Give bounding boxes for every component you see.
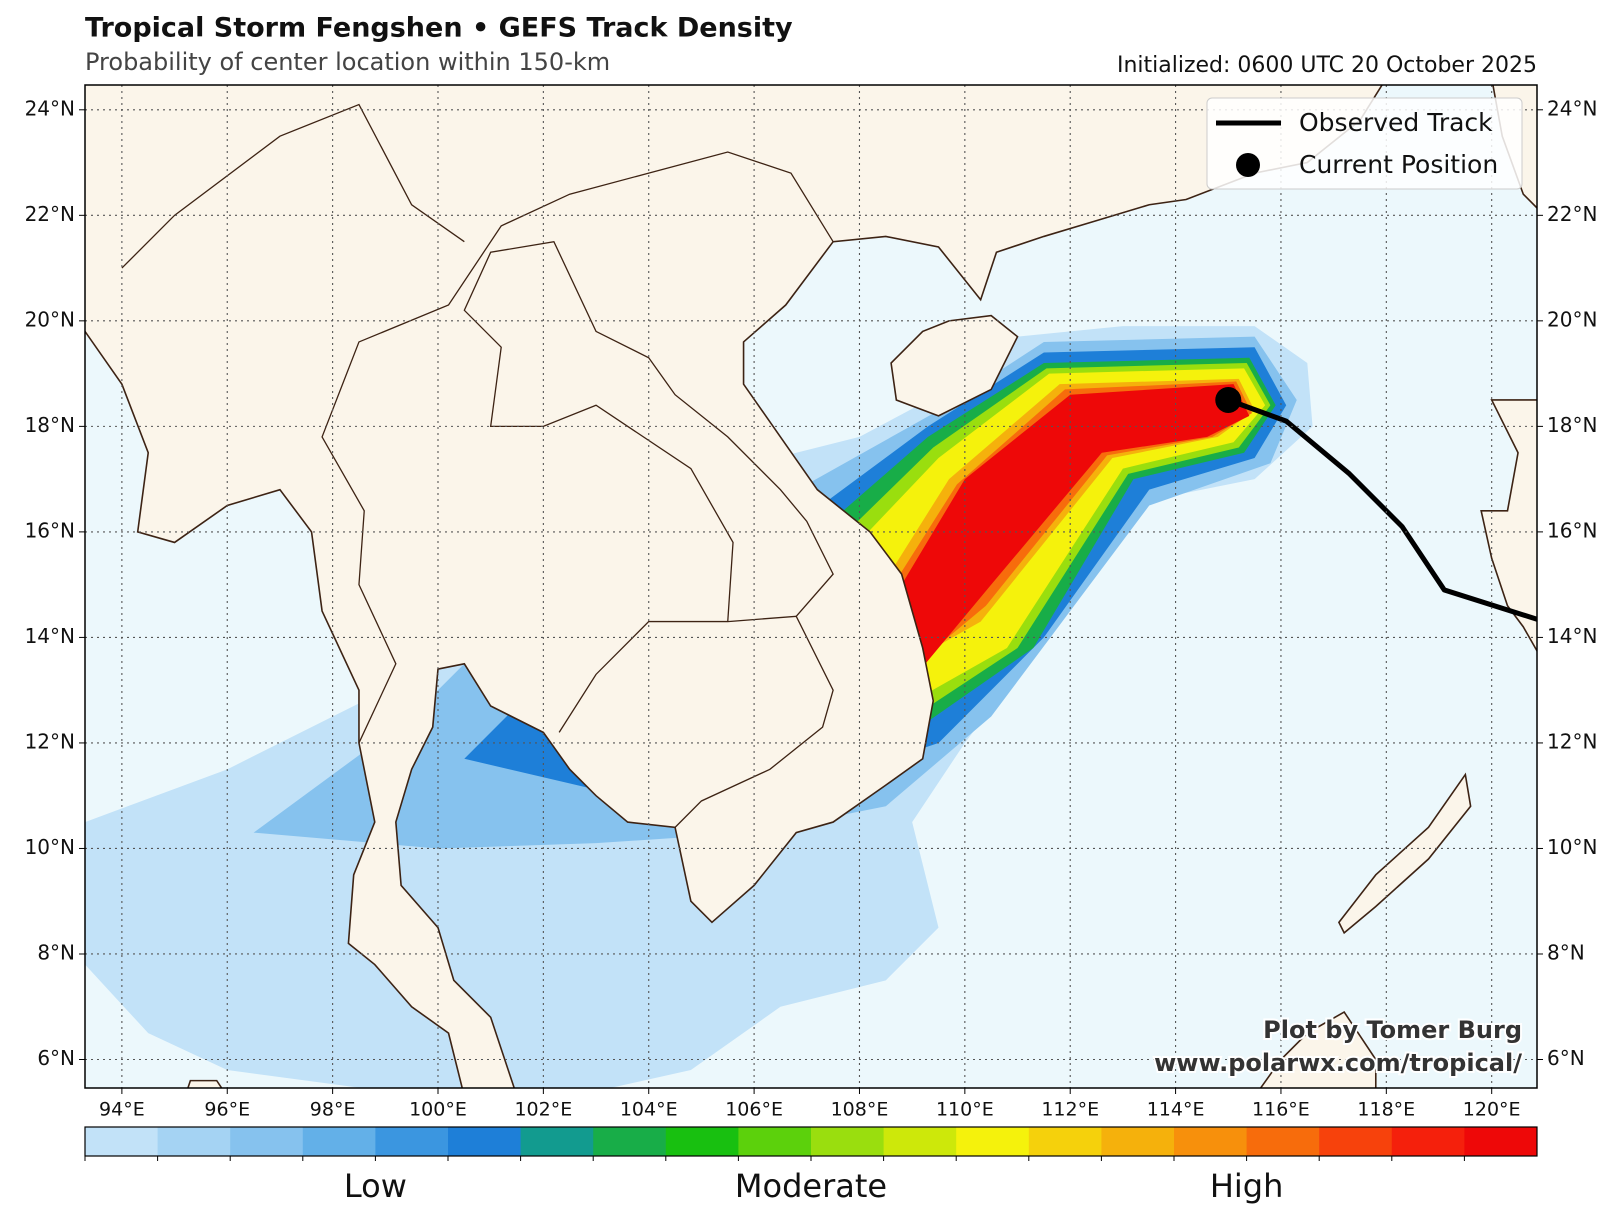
colorbar-label: Moderate [735,1167,887,1205]
colorbar-swatch [520,1127,594,1156]
lat-tick-label: 12°N [25,729,75,753]
map-frame [84,84,1538,1089]
map-area [85,85,1544,1088]
lon-tick-label: 106°E [725,1099,783,1121]
colorbar-swatch [1391,1127,1465,1156]
lat-tick-label: 18°N [1547,413,1597,437]
colorbar-swatch [157,1127,231,1156]
land [85,85,1537,1088]
country-border [464,242,833,622]
palawan [1339,775,1471,933]
density-band [833,384,1250,680]
lon-tick-label: 102°E [514,1099,572,1121]
lat-tick-label: 14°N [25,624,75,648]
lat-tick-label: 8°N [37,940,75,964]
colorbar-swatch [956,1127,1030,1156]
legend-label: Current Position [1299,150,1498,179]
lon-tick-label: 116°E [1252,1099,1310,1121]
mainland [85,85,1387,1088]
init-time: Initialized: 0600 UTC 20 October 2025 [1117,53,1537,78]
lat-tick-label: 22°N [25,202,75,226]
lat-tick-label: 14°N [1547,624,1597,648]
colorbar-frame [84,1126,1538,1157]
legend-label: Observed Track [1299,108,1493,137]
lat-tick-label: 10°N [1547,835,1597,859]
colorbar-swatch [1246,1127,1320,1156]
lon-tick-label: 104°E [620,1099,678,1121]
colorbar-swatch [738,1127,812,1156]
colorbar-swatch [811,1127,885,1156]
legend-box [1206,97,1523,190]
colorbar-swatch [883,1127,957,1156]
lon-tick-label: 112°E [1041,1099,1099,1121]
colorbar-swatch [593,1127,667,1156]
axis-ticks: 94°E 96°E 98°E 100°E 102°E 104°E 106°E 108°E 110… [25,96,1598,1120]
lat-tick-label: 8°N [1547,940,1585,964]
lat-tick-label: 12°N [1547,729,1597,753]
colorbar-label: Low [344,1167,407,1205]
colorbar-swatch [85,1127,159,1156]
colorbar-swatch [1464,1127,1538,1156]
lon-tick-label: 110°E [936,1099,994,1121]
sumatra [185,1081,227,1088]
colorbar-swatch [230,1127,304,1156]
current-position [1215,386,1242,413]
lat-tick-label: 24°N [25,96,75,120]
colorbar-swatch [1319,1127,1393,1156]
lon-tick-label: 118°E [1357,1099,1415,1121]
lon-tick-label: 108°E [831,1099,889,1121]
colorbar-swatch [1101,1127,1175,1156]
lat-tick-label: 6°N [37,1046,75,1070]
subtitle: Probability of center location within 15… [85,48,610,76]
lat-tick-label: 10°N [25,835,75,859]
hainan [891,316,1017,416]
lon-tick-label: 114°E [1147,1099,1205,1121]
lon-tick-label: 100°E [409,1099,467,1121]
lat-tick-label: 6°N [1547,1046,1585,1070]
colorbar-label: High [1210,1167,1284,1205]
luzon [1481,400,1537,664]
lat-tick-label: 20°N [1547,307,1597,331]
country-border [122,105,464,269]
colorbar-swatch [375,1127,449,1156]
legend-dot [1236,153,1260,177]
credit: www.polarwx.com/tropical/ [1154,1049,1522,1077]
country-border [322,152,833,743]
lat-tick-label: 18°N [25,413,75,437]
lon-tick-label: 98°E [310,1099,356,1121]
colorbar-swatch [1028,1127,1102,1156]
title: Tropical Storm Fengshen • GEFS Track Den… [85,13,793,44]
legend: Observed Track Current Position [1206,97,1523,190]
lat-tick-label: 16°N [25,518,75,542]
lat-tick-label: 22°N [1547,202,1597,226]
colorbar-swatch [302,1127,376,1156]
lat-tick-label: 24°N [1547,96,1597,120]
colorbar-swatch [448,1127,522,1156]
lon-tick-label: 120°E [1463,1099,1521,1121]
observed-track [1228,400,1544,622]
lon-tick-label: 94°E [99,1099,145,1121]
lat-tick-label: 16°N [1547,518,1597,542]
lat-tick-label: 20°N [25,307,75,331]
country-border [559,616,833,827]
map-geometry [85,85,1544,1088]
colorbar-swatch [1174,1127,1248,1156]
colorbar: Low Moderate High [84,1126,1538,1205]
credit: Plot by Tomer Burg [1263,1016,1522,1044]
lon-tick-label: 96°E [204,1099,250,1121]
colorbar-swatch [665,1127,739,1156]
grid [85,85,1537,1088]
